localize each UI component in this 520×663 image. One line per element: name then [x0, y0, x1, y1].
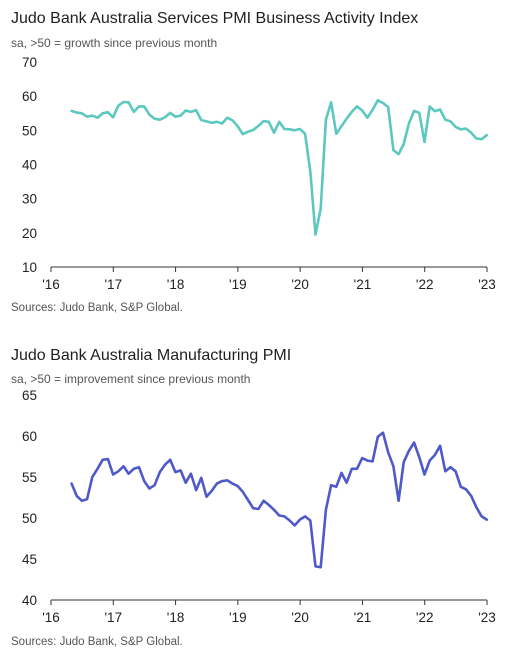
y-tick-label: 65	[22, 388, 37, 403]
x-tick-label: '16	[42, 277, 60, 292]
x-tick-label: '22	[416, 277, 434, 292]
x-tick-label: '20	[291, 610, 309, 625]
y-tick-label: 40	[22, 158, 37, 173]
y-tick-label: 50	[22, 123, 37, 138]
manufacturing-pmi-plot: 40 45 50 55 60 65 '16 '17 '18 '19 '20 '21 '22 '23	[22, 388, 496, 625]
y-tick-label: 10	[22, 260, 37, 275]
series-line	[70, 98, 489, 236]
services-pmi-plot: 10 20 30 40 50 60 70 '16 '17 '18 '19 '20 '21 '22 '23	[22, 55, 496, 292]
chart-title: Judo Bank Australia Manufacturing PMI	[11, 347, 292, 364]
x-tick-label: '22	[416, 610, 434, 625]
services-pmi-chart: Judo Bank Australia Services PMI Busines…	[0, 0, 520, 330]
y-tick-label: 70	[22, 55, 37, 70]
chart-source: Sources: Judo Bank, S&P Global.	[11, 636, 183, 648]
x-tick-label: '16	[42, 610, 60, 625]
x-tick-label: '18	[167, 277, 185, 292]
x-tick-label: '17	[104, 610, 122, 625]
y-tick-label: 40	[22, 593, 37, 608]
series-line	[70, 431, 489, 569]
x-tick-label: '19	[229, 277, 247, 292]
chart-subtitle: sa, >50 = growth since previous month	[11, 36, 218, 50]
x-tick-label: '21	[354, 277, 372, 292]
x-tick-label: '23	[478, 610, 496, 625]
chart-title: Judo Bank Australia Services PMI Busines…	[11, 10, 419, 27]
y-tick-label: 45	[22, 552, 37, 567]
y-tick-label: 60	[22, 429, 37, 444]
y-tick-label: 20	[22, 226, 37, 241]
y-tick-label: 30	[22, 192, 37, 207]
x-tick-label: '21	[354, 610, 372, 625]
y-tick-label: 50	[22, 511, 37, 526]
y-tick-label: 60	[22, 89, 37, 104]
x-tick-label: '18	[167, 610, 185, 625]
x-tick-label: '17	[104, 277, 122, 292]
x-tick-label: '19	[229, 610, 247, 625]
chart-subtitle: sa, >50 = improvement since previous mon…	[11, 372, 251, 386]
x-tick-label: '20	[291, 277, 309, 292]
y-tick-label: 55	[22, 470, 37, 485]
x-tick-label: '23	[478, 277, 496, 292]
manufacturing-pmi-chart: Judo Bank Australia Manufacturing PMI sa…	[0, 335, 520, 663]
chart-source: Sources: Judo Bank, S&P Global.	[11, 302, 183, 314]
